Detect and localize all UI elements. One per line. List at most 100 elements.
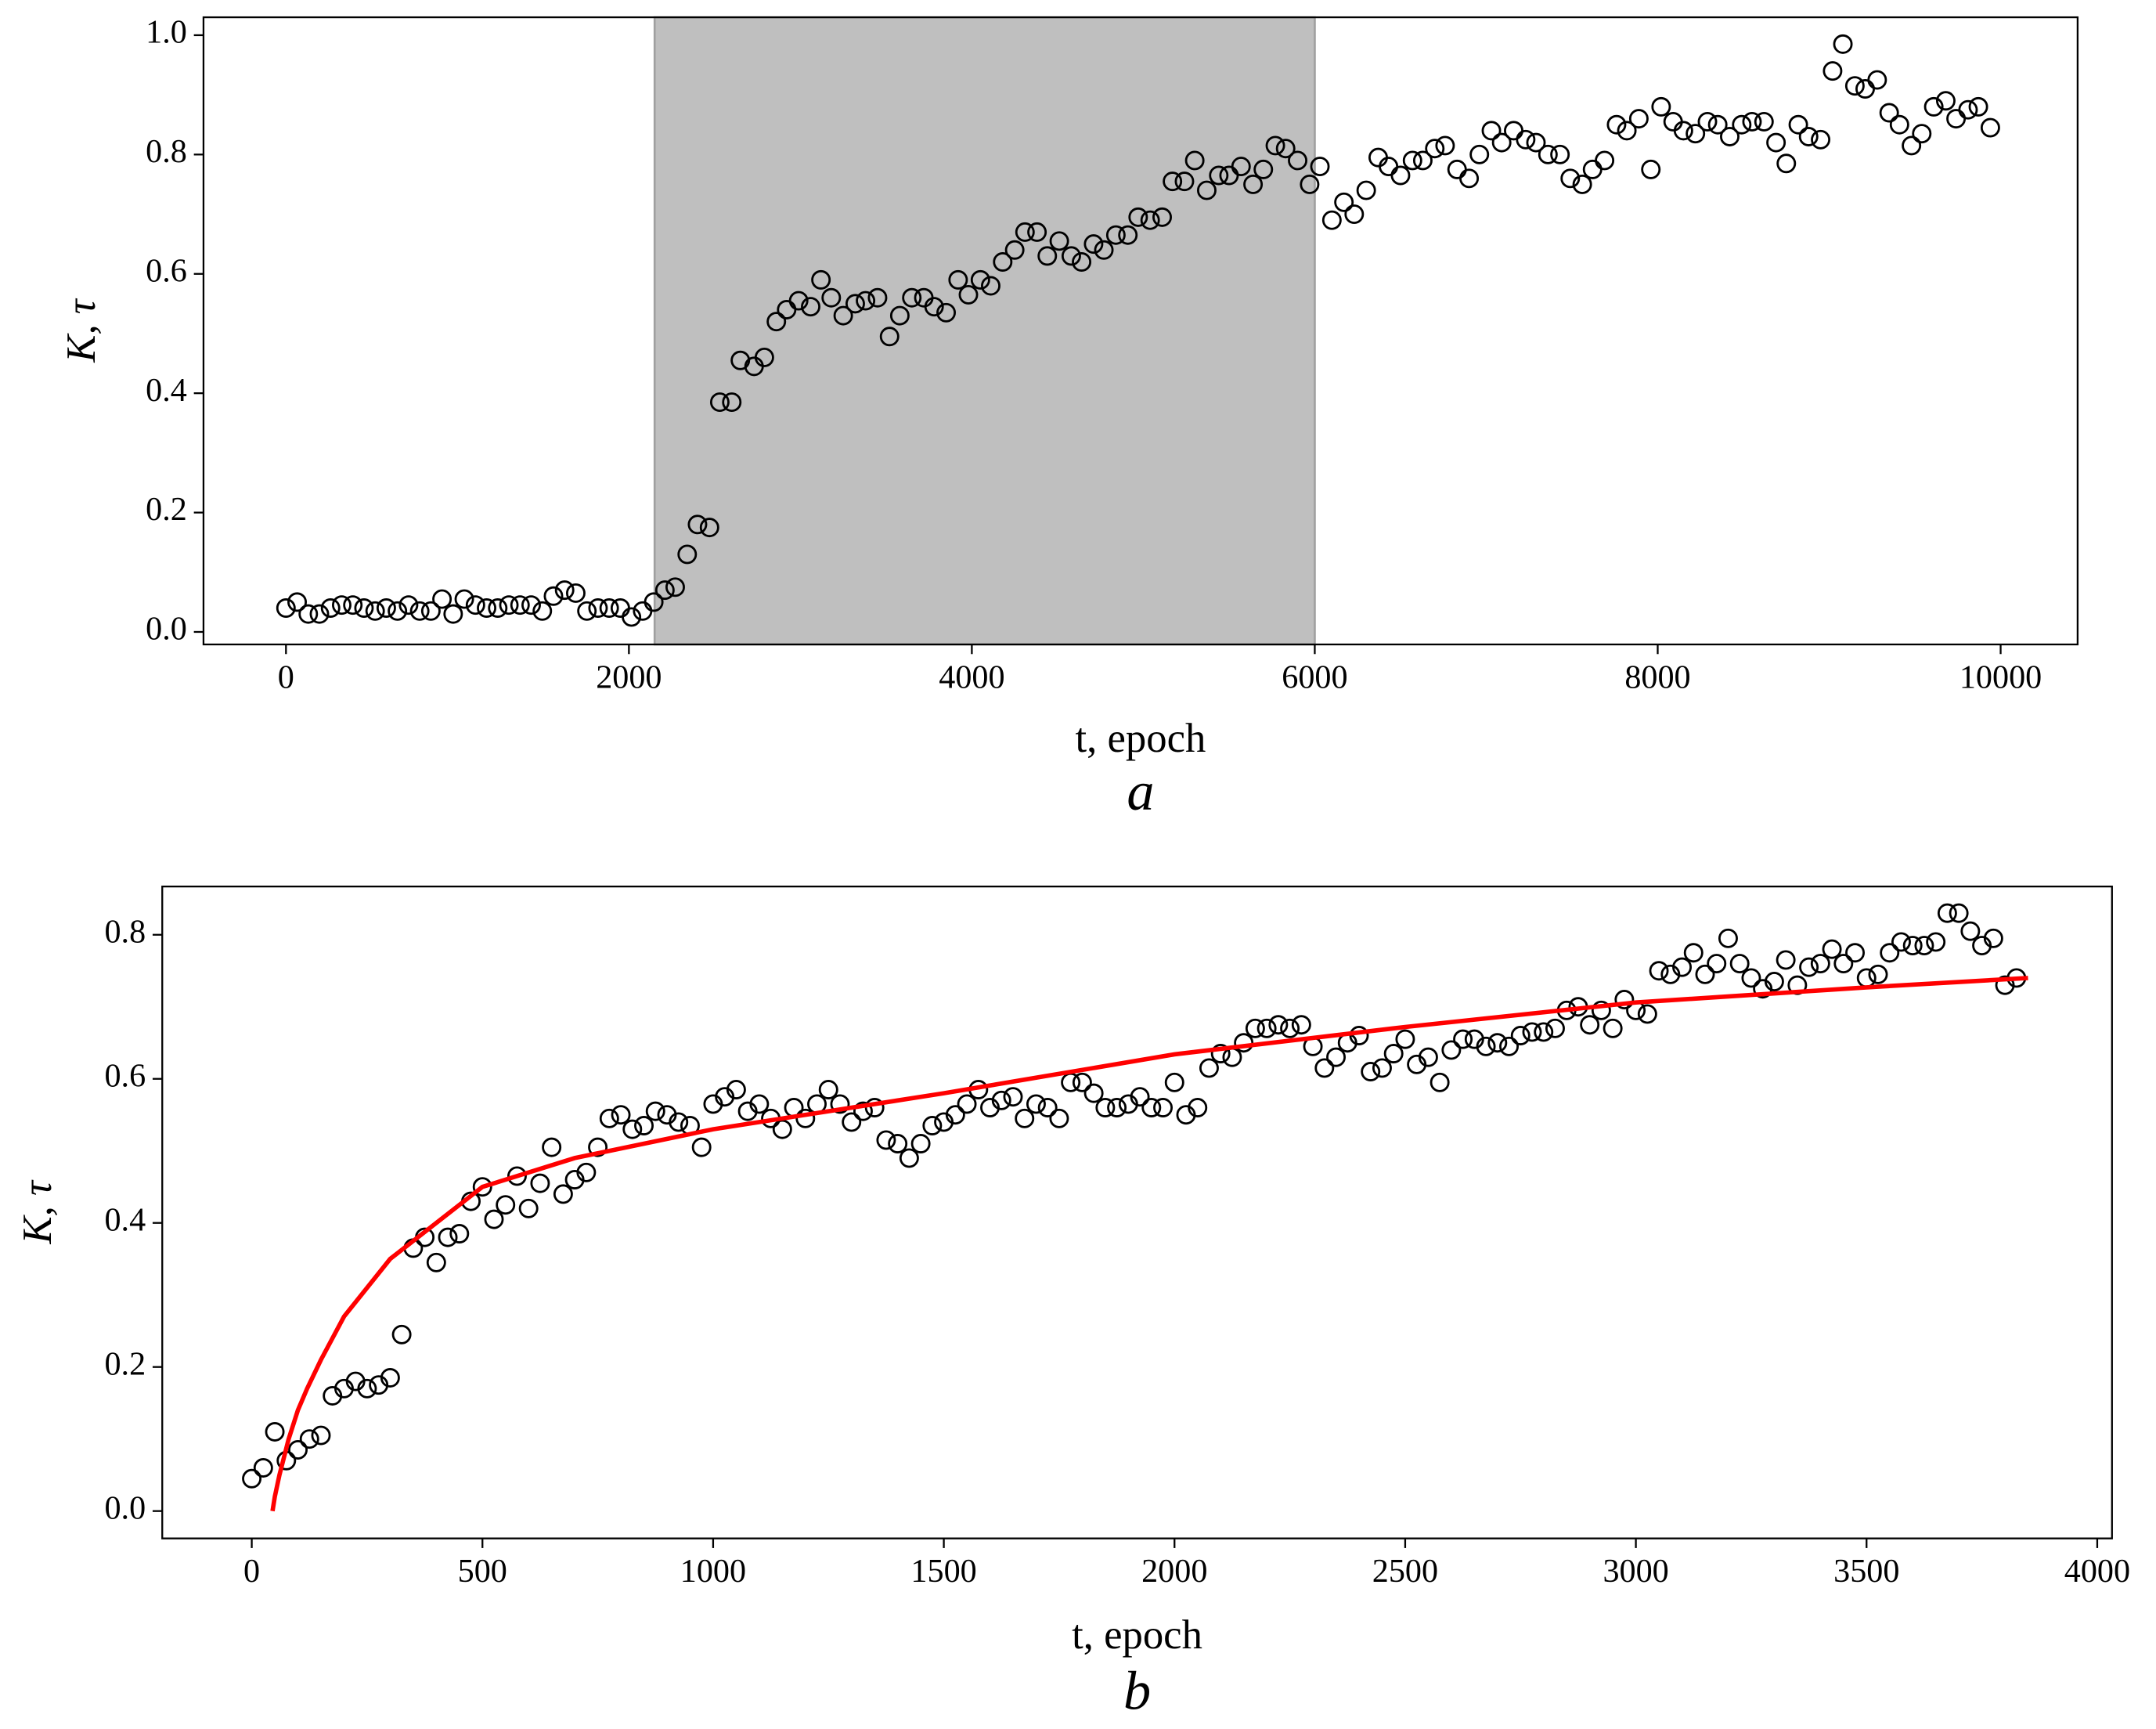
point [1256, 1018, 1277, 1038]
x-tick-label: 500 [458, 1553, 507, 1590]
point [376, 598, 396, 618]
point [1902, 135, 1922, 156]
x-tick-label: 4000 [2064, 1553, 2130, 1590]
point [542, 1137, 562, 1157]
point [426, 1252, 446, 1272]
point [1118, 225, 1138, 245]
point [1663, 111, 1683, 132]
point [577, 601, 597, 621]
point [772, 1119, 792, 1139]
point [1141, 1098, 1162, 1117]
point [1844, 76, 1865, 96]
point [1949, 903, 1969, 923]
point [1395, 1029, 1415, 1049]
point [879, 327, 900, 347]
point [1163, 171, 1183, 192]
point [1379, 157, 1399, 177]
point [1188, 1098, 1208, 1117]
point [811, 269, 831, 290]
point [1891, 932, 1911, 952]
point [1732, 114, 1752, 135]
point [1697, 111, 1718, 132]
point [1798, 127, 1819, 146]
point [499, 595, 519, 615]
point [1361, 1062, 1381, 1081]
point [1487, 1033, 1508, 1053]
point [1822, 939, 1842, 959]
point [1617, 121, 1637, 141]
point [288, 1440, 308, 1460]
point [1526, 132, 1546, 153]
point [1326, 1047, 1346, 1067]
point [484, 1209, 504, 1229]
y-tick-label: 0.4 [146, 372, 187, 409]
point [1912, 124, 1932, 144]
point [722, 392, 742, 413]
point [902, 287, 922, 308]
x-tick-label: 10000 [1960, 659, 2042, 695]
point [1776, 950, 1796, 970]
point [311, 1425, 331, 1446]
point [1128, 207, 1148, 227]
point [398, 595, 419, 615]
point [1742, 111, 1762, 132]
point [1430, 1072, 1450, 1092]
point [1441, 1040, 1462, 1060]
point [1049, 231, 1069, 251]
point [565, 583, 586, 603]
point [1476, 1036, 1496, 1056]
point [1164, 1072, 1184, 1092]
point [1402, 150, 1422, 171]
point [521, 595, 541, 615]
point [1720, 127, 1740, 146]
y-tick-label: 0.0 [104, 1489, 146, 1526]
point [991, 1090, 1011, 1110]
point [1538, 144, 1558, 164]
point [1453, 1029, 1473, 1049]
point [365, 601, 385, 621]
point [1545, 1018, 1565, 1038]
point [391, 1324, 412, 1345]
y-tick-label: 0.2 [146, 491, 187, 528]
point [981, 276, 1000, 296]
point [1243, 174, 1264, 194]
point [1867, 70, 1887, 90]
point [1291, 1015, 1311, 1035]
point [867, 287, 888, 308]
point [332, 595, 352, 615]
point [532, 601, 553, 621]
point [380, 1368, 400, 1388]
point [922, 1116, 943, 1135]
point [709, 392, 730, 413]
y-tick-label: 0.2 [104, 1345, 146, 1382]
point [357, 1378, 377, 1399]
point [1879, 103, 1899, 123]
point [1140, 210, 1160, 230]
point [699, 518, 719, 538]
point [1595, 150, 1615, 171]
point [1880, 943, 1900, 963]
point [588, 1137, 608, 1157]
point [599, 598, 619, 618]
point [1764, 972, 1784, 992]
point [1412, 150, 1433, 171]
point [1425, 139, 1445, 159]
point [1754, 111, 1774, 132]
x-tick-label: 6000 [1282, 659, 1347, 695]
point [622, 1119, 643, 1139]
point [1027, 222, 1047, 242]
point [1469, 144, 1490, 164]
x-tick-label: 4000 [939, 659, 1004, 695]
point [1580, 1015, 1600, 1035]
point [1037, 1098, 1058, 1117]
point [1550, 144, 1570, 164]
y-axis-label: K, τ [59, 298, 104, 363]
point [945, 1105, 965, 1125]
point [354, 598, 374, 618]
point [496, 1195, 516, 1215]
point [1072, 1072, 1092, 1092]
shaded-span [653, 16, 1316, 646]
point [507, 1166, 527, 1186]
point [1390, 165, 1411, 186]
